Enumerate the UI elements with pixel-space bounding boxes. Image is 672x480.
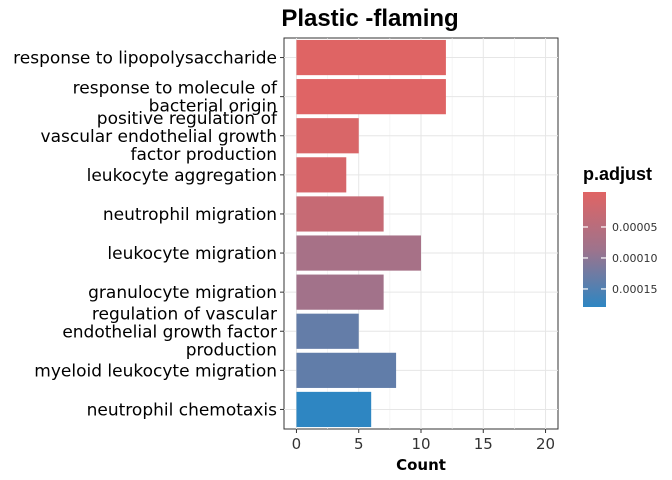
legend-colorbar [583, 192, 606, 307]
category-label: leukocyte aggregation [87, 166, 277, 186]
legend-ticks: 0.00005 0.00010 0.00015 [583, 221, 658, 296]
category-label: leukocyte migration [107, 244, 277, 264]
category-label: regulation of vascular endothelial growth… [62, 304, 277, 360]
bar [296, 196, 384, 232]
x-tick-label: 15 [474, 435, 493, 453]
bar [296, 235, 421, 271]
bars [296, 39, 446, 428]
x-axis-title: Count [396, 456, 446, 474]
x-tick-label: 5 [354, 435, 364, 453]
chart-title: Plastic -flaming [281, 5, 458, 32]
x-axis-ticks: 0 5 10 15 20 [292, 429, 555, 453]
category-label: granulocyte migration [88, 283, 277, 303]
bar [296, 157, 347, 193]
bar [296, 118, 359, 154]
legend-title: p.adjust [583, 164, 652, 184]
legend-tick-label: 0.00010 [612, 252, 658, 265]
bar [296, 39, 446, 76]
legend-tick-label: 0.00005 [612, 221, 658, 234]
x-tick-label: 10 [411, 435, 430, 453]
bar [296, 391, 372, 428]
category-label: response to lipopolysaccharide [13, 49, 277, 69]
category-labels: response to lipopolysaccharide response t… [13, 49, 284, 420]
category-label: positive regulation of vascular endotheli… [41, 109, 278, 165]
legend-tick-label: 0.00015 [612, 283, 658, 296]
bar [296, 274, 384, 310]
category-label: neutrophil chemotaxis [87, 400, 278, 420]
x-tick-label: 20 [536, 435, 555, 453]
category-label: myeloid leukocyte migration [34, 361, 277, 381]
bar [296, 79, 446, 115]
bar [296, 352, 397, 388]
x-tick-label: 0 [292, 435, 302, 453]
category-label: response to molecule of bacterial origin [73, 79, 278, 117]
legend: p.adjust 0.00005 0.00010 0.00015 [583, 164, 658, 307]
bar [296, 313, 359, 349]
category-label: neutrophil migration [103, 205, 277, 225]
